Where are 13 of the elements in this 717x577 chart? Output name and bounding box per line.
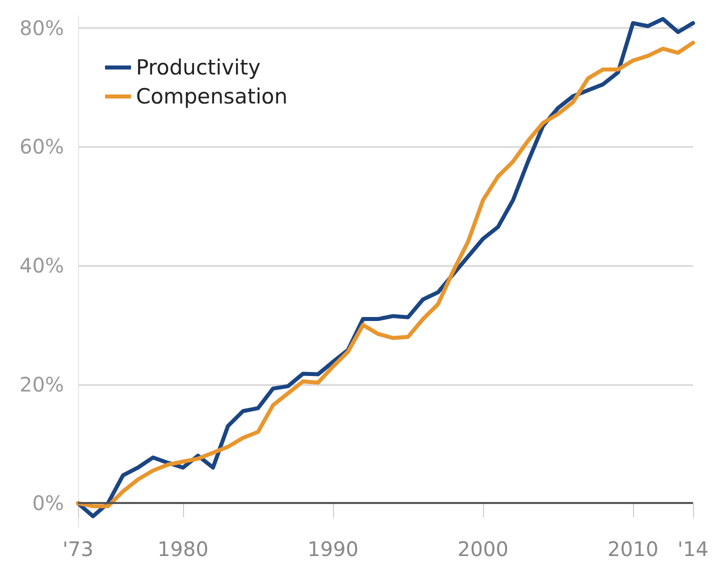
legend-label: Compensation: [136, 84, 288, 108]
y-tick-label: 40%: [20, 254, 64, 278]
y-tick-label: 60%: [20, 134, 64, 159]
x-tick-label: 1980: [158, 537, 208, 561]
y-tick-label: 20%: [20, 372, 64, 396]
x-tick-label: '14: [678, 537, 708, 561]
x-tick-label: 2010: [608, 537, 658, 561]
x-tick-label: 1990: [308, 537, 358, 561]
legend-label: Productivity: [136, 56, 260, 80]
x-tick-label: '73: [62, 537, 94, 561]
x-tick-label: 2000: [458, 537, 508, 561]
y-tick-label: 80%: [20, 16, 64, 40]
y-tick-label: 0%: [32, 491, 64, 516]
